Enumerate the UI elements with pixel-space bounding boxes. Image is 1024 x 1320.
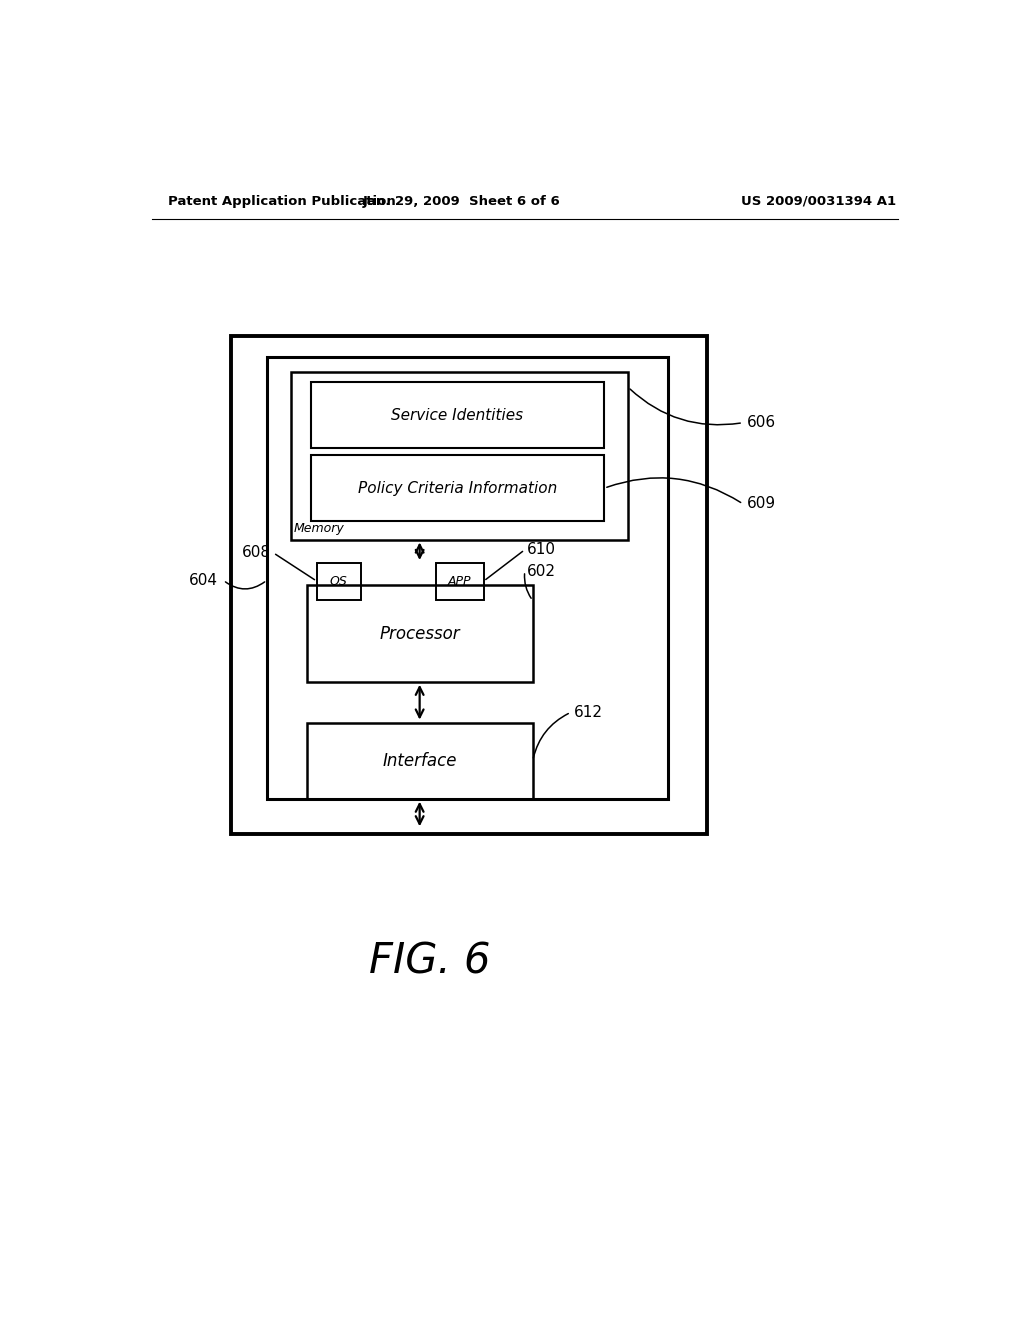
- Text: Processor: Processor: [379, 624, 460, 643]
- Text: 608: 608: [242, 545, 270, 560]
- Bar: [306, 722, 532, 799]
- Bar: [267, 356, 668, 799]
- Text: 610: 610: [526, 543, 555, 557]
- Bar: [436, 562, 483, 599]
- Text: Service Identities: Service Identities: [391, 408, 523, 422]
- Text: Patent Application Publication: Patent Application Publication: [168, 194, 395, 207]
- Text: 612: 612: [574, 705, 603, 719]
- Bar: [310, 455, 604, 521]
- Text: Memory: Memory: [294, 523, 345, 536]
- Text: US 2009/0031394 A1: US 2009/0031394 A1: [741, 194, 896, 207]
- Text: FIG. 6: FIG. 6: [369, 940, 490, 982]
- Text: Interface: Interface: [382, 751, 457, 770]
- Bar: [231, 337, 708, 834]
- Text: 604: 604: [188, 573, 218, 587]
- Text: 602: 602: [526, 564, 555, 578]
- Text: 609: 609: [748, 496, 776, 511]
- Bar: [291, 372, 628, 540]
- Text: OS: OS: [330, 574, 347, 587]
- Text: Jan. 29, 2009  Sheet 6 of 6: Jan. 29, 2009 Sheet 6 of 6: [362, 194, 560, 207]
- Text: Policy Criteria Information: Policy Criteria Information: [357, 480, 557, 496]
- Bar: [306, 585, 532, 682]
- Bar: [310, 381, 604, 447]
- Text: APP: APP: [447, 574, 471, 587]
- Bar: [316, 562, 360, 599]
- Text: 606: 606: [748, 416, 776, 430]
